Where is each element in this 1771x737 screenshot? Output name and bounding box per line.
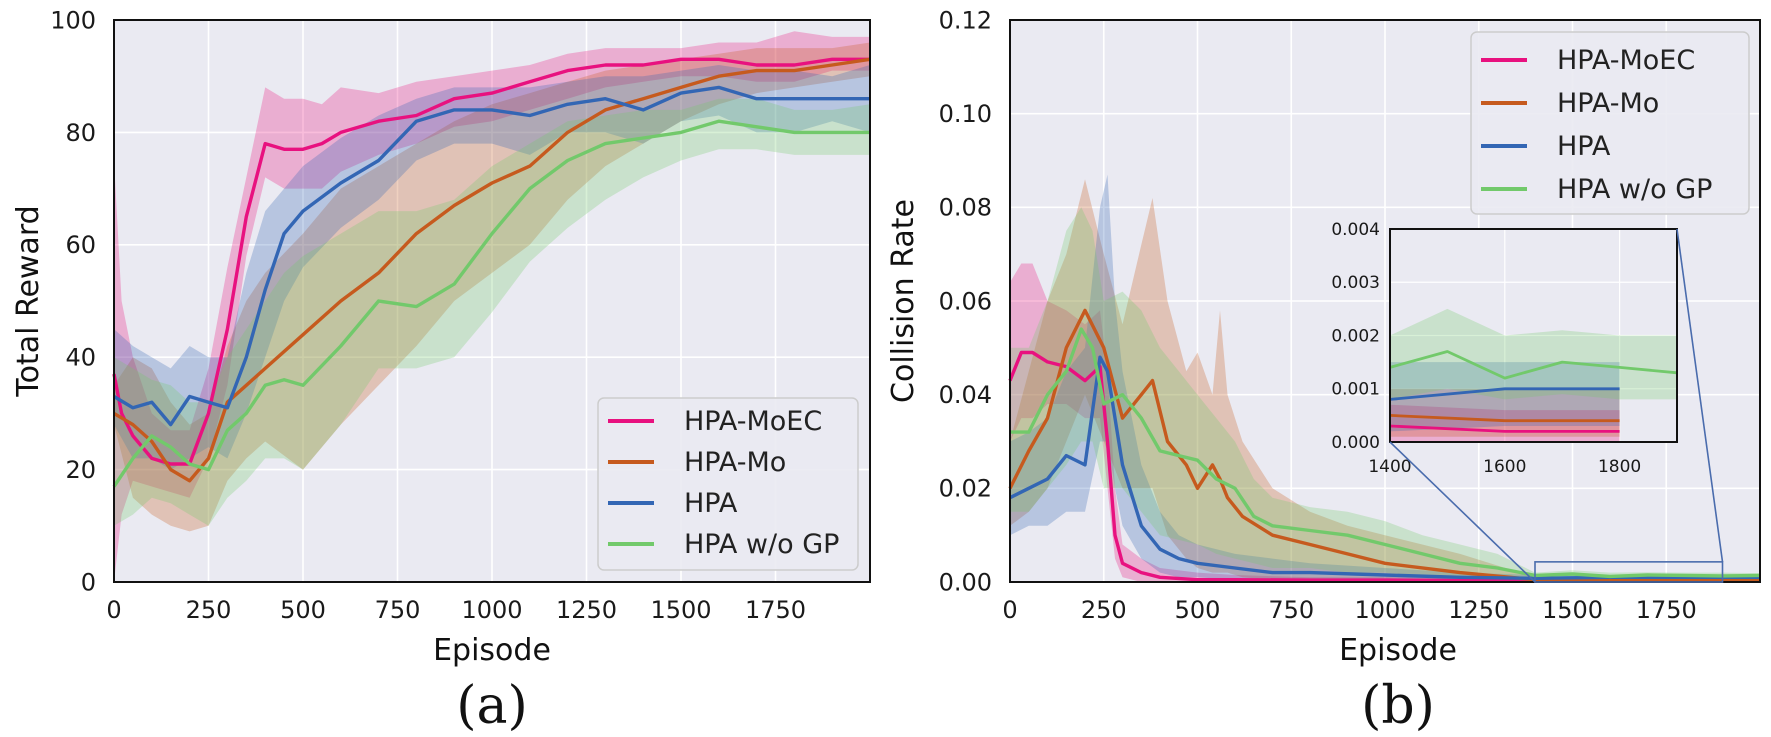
line-hpa: [1389, 387, 1620, 401]
zoom-inset: 1400 1600 1800 0.000 0.001 0.002 0.003 0.004: [1331, 220, 1678, 477]
panel-a: 0 250 500 750 1000 1250 1500 1750 0 20 40 60 80 100 E…: [11, 6, 871, 736]
y-tick-label: 0.00: [939, 568, 992, 596]
x-tick-label: 1500: [1542, 596, 1603, 624]
x-tick-label: 0: [1002, 596, 1017, 624]
x-tick-label: 1800: [1598, 457, 1641, 477]
x-axis-label-b: Episode: [1339, 633, 1457, 668]
legend-label-hpa: HPA: [1557, 131, 1611, 162]
band-hpa-mo: [1390, 388, 1620, 437]
panel-caption-b: (b): [1361, 676, 1435, 736]
zoom-region-box: [1534, 561, 1724, 583]
plot-frame-b: [1009, 19, 1761, 583]
x-tick-label: 500: [280, 596, 326, 624]
x-tick-label: 1250: [556, 596, 617, 624]
legend-label-hpa-moec: HPA-MoEC: [684, 406, 822, 437]
y-axis-label-b: Collision Rate: [886, 199, 921, 403]
line-hpa-moec: [112, 57, 870, 466]
legend-label-hpa-w-o-gp: HPA w/o GP: [684, 529, 839, 560]
y-tick-label: 40: [65, 344, 96, 372]
band-hpa-w-o-gp: [114, 98, 870, 526]
x-tick-label: 0: [106, 596, 121, 624]
y-tick-label: 100: [50, 6, 96, 34]
x-tick-label: 1750: [745, 596, 806, 624]
x-tick-label: 1250: [1448, 596, 1509, 624]
x-tick-label: 1500: [650, 596, 711, 624]
x-tick-label: 750: [375, 596, 421, 624]
y-tick-label: 0.06: [939, 287, 992, 315]
line-hpa-w-o-gp: [112, 119, 870, 488]
line-hpa-w-o-gp: [1389, 350, 1678, 380]
x-tick-label: 1000: [1354, 596, 1415, 624]
y-tick-label: 60: [65, 231, 96, 259]
series-lines-a: [112, 57, 871, 488]
y-tick-label: 20: [65, 456, 96, 484]
zoom-indicator: [1389, 228, 1724, 583]
legend-label-hpa-w-o-gp: HPA w/o GP: [1557, 174, 1712, 205]
inset-tick-labels: 1400 1600 1800 0.000 0.001 0.002 0.003 0.004: [1331, 220, 1641, 477]
y-tick-label: 0.003: [1331, 273, 1380, 293]
tick-labels-a: 0 250 500 750 1000 1250 1500 1750 0 20 40 60 80 100: [50, 6, 806, 624]
legend-a: HPA-MoEC HPA-Mo HPA HPA w/o GP: [597, 397, 859, 571]
y-tick-label: 0.000: [1331, 433, 1380, 453]
x-tick-label: 1400: [1368, 457, 1411, 477]
line-hpa-moec: [1008, 350, 1760, 583]
y-tick-label: 0.10: [939, 100, 992, 128]
line-hpa-mo: [1389, 414, 1620, 423]
plot-frame-a: [113, 19, 871, 583]
y-tick-label: 0.02: [939, 475, 992, 503]
y-tick-label: 0.002: [1331, 326, 1380, 346]
y-tick-label: 0.001: [1331, 380, 1380, 400]
legend-label-hpa: HPA: [684, 488, 738, 519]
line-hpa: [113, 85, 870, 427]
band-hpa-mo: [1010, 179, 1760, 582]
band-hpa-w-o-gp: [1390, 308, 1677, 400]
series-lines-b: [1008, 308, 1761, 583]
x-tick-label: 1000: [461, 596, 522, 624]
x-tick-label: 1750: [1636, 596, 1697, 624]
x-tick-label: 250: [1081, 596, 1127, 624]
x-tick-label: 1600: [1483, 457, 1526, 477]
band-hpa: [114, 65, 870, 470]
inset-series-lines: [1389, 350, 1678, 433]
x-tick-label: 500: [1175, 596, 1221, 624]
inset-frame: [1389, 228, 1678, 443]
legend-label-hpa-mo: HPA-Mo: [1557, 88, 1659, 119]
line-hpa-w-o-gp: [1010, 327, 1761, 579]
x-tick-label: 250: [186, 596, 232, 624]
y-tick-label: 0.04: [939, 381, 992, 409]
legend-b: HPA-MoEC HPA-Mo HPA HPA w/o GP: [1470, 31, 1750, 215]
y-axis-label-a: Total Reward: [11, 205, 46, 397]
panel-caption-a: (a): [456, 676, 528, 736]
panel-b: 0 250 500 750 1000 1250 1500 1750 0.00 0.02 0.04 0.…: [886, 6, 1761, 736]
tick-labels-b: 0 250 500 750 1000 1250 1500 1750 0.00 0.02 0.04 0.…: [939, 6, 1697, 624]
line-hpa-mo: [1008, 308, 1760, 582]
x-axis-label-a: Episode: [433, 633, 551, 668]
confidence-bands-a: [114, 31, 870, 582]
legend-label-hpa-moec: HPA-MoEC: [1557, 45, 1695, 76]
zoom-connector-left: [1389, 441, 1536, 583]
x-tick-label: 750: [1268, 596, 1314, 624]
line-hpa-mo: [113, 57, 871, 483]
inset-confidence-bands: [1390, 308, 1677, 442]
band-hpa-mo: [114, 42, 870, 532]
line-hpa: [1009, 355, 1760, 580]
band-hpa-moec: [114, 31, 870, 582]
y-tick-label: 0.004: [1331, 220, 1380, 240]
zoom-connector-right: [1676, 228, 1724, 562]
legend-box-b: [1470, 31, 1750, 215]
legend-label-hpa-mo: HPA-Mo: [684, 447, 786, 478]
legend-box-a: [597, 397, 859, 571]
y-tick-label: 80: [65, 119, 96, 147]
band-hpa: [1390, 362, 1620, 432]
y-tick-label: 0.08: [939, 194, 992, 222]
line-hpa-moec: [1389, 424, 1620, 433]
y-tick-label: 0: [81, 568, 96, 596]
y-tick-label: 0.12: [939, 6, 992, 34]
